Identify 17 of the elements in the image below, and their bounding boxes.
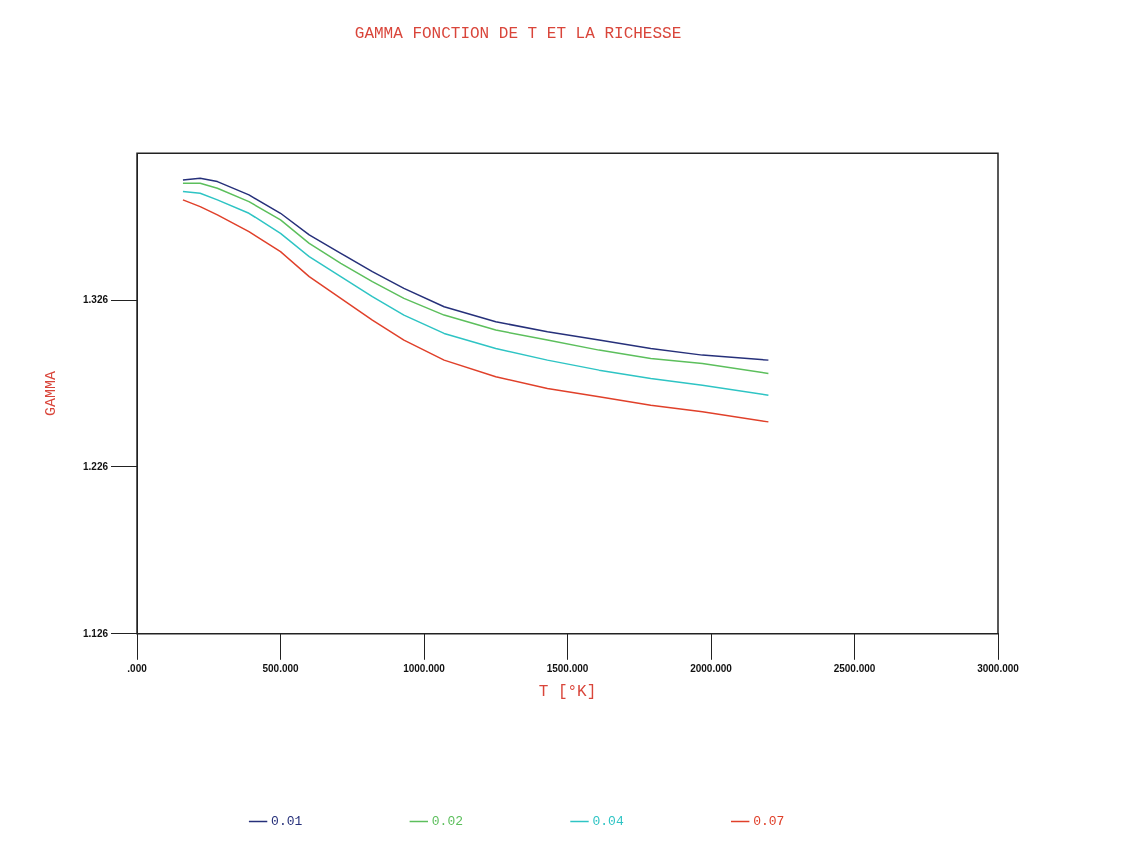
x-tick-label: 2500.000 (833, 662, 876, 674)
x-tick-label: 2000.000 (690, 662, 733, 674)
legend-label: 0.07 (753, 813, 785, 829)
x-tick-label: 1500.000 (546, 662, 589, 674)
y-tick-label: 1.226 (82, 460, 109, 472)
x-tick-label: .000 (127, 662, 148, 674)
legend-label: 0.01 (271, 813, 303, 829)
y-tick-label: 1.126 (82, 627, 109, 639)
legend-label: 0.04 (592, 813, 624, 829)
x-tick-label: 1000.000 (403, 662, 446, 674)
legend-label: 0.02 (431, 813, 464, 829)
chart-title: GAMMA FONCTION DE T ET LA RICHESSE (354, 24, 682, 43)
x-tick-label: 500.000 (262, 662, 300, 674)
x-tick-label: 3000.000 (977, 662, 1020, 674)
y-axis-title: GAMMA (42, 370, 60, 417)
y-tick-label: 1.326 (82, 293, 109, 305)
x-axis-title: T [°K] (538, 682, 597, 701)
